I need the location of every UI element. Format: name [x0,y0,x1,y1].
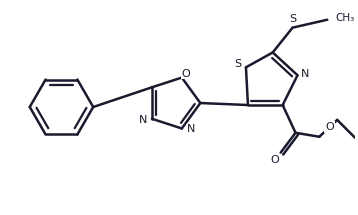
Text: N: N [187,124,195,135]
Text: O: O [325,122,334,132]
Text: N: N [139,115,147,125]
Text: N: N [301,69,310,79]
Text: S: S [234,59,242,69]
Text: CH₃: CH₃ [335,13,354,23]
Text: O: O [270,155,279,165]
Text: S: S [289,14,296,24]
Text: O: O [182,69,190,79]
